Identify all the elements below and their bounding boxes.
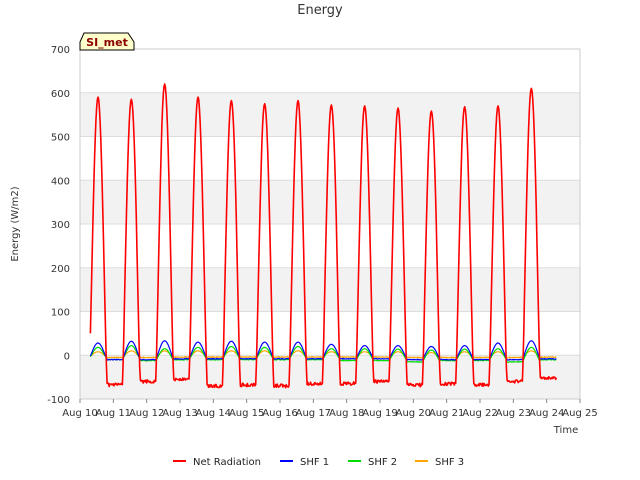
y-axis-ticks: -100 0 100 200 300 400 500 600 700 <box>47 45 70 406</box>
x-tick-label: Aug 24 <box>529 408 564 419</box>
x-tick-label: Aug 19 <box>362 408 397 419</box>
x-tick-label: Aug 17 <box>296 408 331 419</box>
x-tick-label: Aug 10 <box>62 408 97 419</box>
x-tick-label: Aug 20 <box>396 408 431 419</box>
plot-band <box>80 311 580 356</box>
legend-label: Net Radiation <box>193 457 261 468</box>
x-tick-label: Aug 25 <box>562 408 597 419</box>
legend-label: SHF 3 <box>435 457 464 468</box>
x-tick-label: Aug 16 <box>262 408 297 419</box>
legend: Net Radiation SHF 1 SHF 2 SHF 3 <box>173 457 464 468</box>
site-label-shape <box>79 32 135 51</box>
y-tick-label: 200 <box>51 264 70 275</box>
y-tick-label: 600 <box>51 89 70 100</box>
y-tick-label: 500 <box>51 133 70 144</box>
site-label: SI_met <box>86 36 128 49</box>
plot-band <box>80 49 580 93</box>
x-tick-label: Aug 11 <box>96 408 131 419</box>
series-line-shf-2 <box>89 345 557 363</box>
y-tick-label: 100 <box>51 308 70 319</box>
plot-band <box>80 136 580 181</box>
y-tick-label: 400 <box>51 176 70 187</box>
plot-bands <box>80 49 580 399</box>
x-tick-label: Aug 12 <box>129 408 164 419</box>
x-axis-label: Time <box>553 425 578 436</box>
x-tick-label: Aug 18 <box>329 408 364 419</box>
plot-band <box>80 180 580 224</box>
x-tick-label: Aug 23 <box>496 408 531 419</box>
x-tick-label: Aug 21 <box>429 408 464 419</box>
x-tick-label: Aug 13 <box>162 408 197 419</box>
chart-title: Energy <box>297 3 343 18</box>
legend-label: SHF 2 <box>368 457 397 468</box>
x-tick-label: Aug 22 <box>462 408 497 419</box>
series-line-shf-1 <box>89 340 557 361</box>
x-tick-label: Aug 15 <box>229 408 264 419</box>
site-label-box: SI_met <box>79 32 135 51</box>
y-tick-label: 700 <box>51 45 70 56</box>
y-tick-label: -100 <box>47 395 70 406</box>
y-tick-label: 0 <box>64 351 70 362</box>
plot-band <box>80 355 580 399</box>
y-tick-label: 300 <box>51 220 70 231</box>
legend-label: SHF 1 <box>300 457 329 468</box>
series-line-net-radiation <box>89 83 558 389</box>
plot-band <box>80 267 580 312</box>
x-tick-label: Aug 14 <box>196 408 231 419</box>
plot-band <box>80 224 580 268</box>
plot-frame <box>79 48 581 400</box>
series-layer <box>89 83 558 389</box>
y-axis-label: Energy (W/m2) <box>10 186 21 261</box>
